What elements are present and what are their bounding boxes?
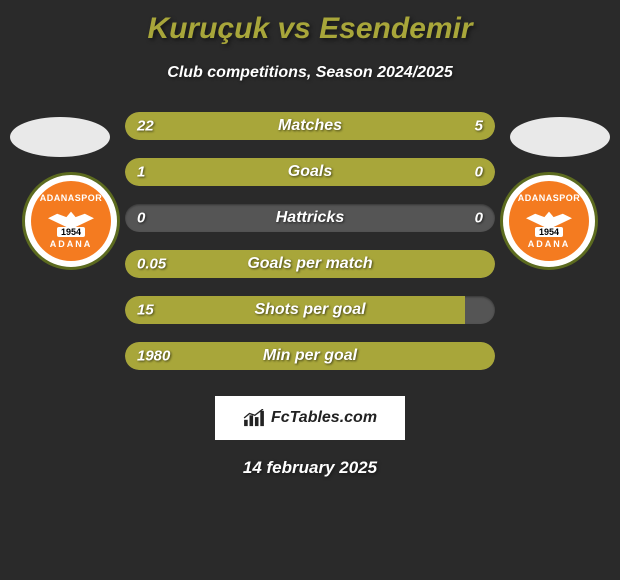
club-bird-icon — [48, 205, 94, 227]
stat-value-left: 0.05 — [137, 256, 166, 273]
page-subtitle: Club competitions, Season 2024/2025 — [0, 64, 620, 82]
stat-value-left: 1 — [137, 164, 145, 181]
stat-bars: 22 Matches 5 1 Goals 0 0 Hattricks 0 0.05 Goals pe… — [125, 112, 495, 370]
stat-row: 15 Shots per goal — [125, 296, 495, 324]
stat-label: Goals — [288, 163, 332, 181]
brand-badge: FcTables.com — [215, 396, 405, 440]
club-name-left: ADANASPOR — [40, 193, 103, 203]
club-bird-icon — [526, 205, 572, 227]
club-city-right: ADANA — [528, 239, 571, 249]
stat-value-right: 5 — [475, 118, 483, 135]
stat-label: Shots per goal — [254, 301, 365, 319]
brand-text: FcTables.com — [271, 409, 377, 427]
stat-label: Min per goal — [263, 347, 357, 365]
club-badge-right-inner: ADANASPOR 1954 ADANA — [509, 181, 589, 261]
stat-label: Goals per match — [247, 255, 372, 273]
stat-row: 0.05 Goals per match — [125, 250, 495, 278]
comparison-panel: ADANASPOR 1954 ADANA ADANASPOR 1954 ADAN… — [0, 112, 620, 370]
player-silhouette-right — [510, 117, 610, 157]
stat-fill-right — [425, 112, 495, 140]
stat-value-left: 0 — [137, 210, 145, 227]
stat-label: Matches — [278, 117, 342, 135]
chart-icon — [243, 409, 265, 427]
club-city-left: ADANA — [50, 239, 93, 249]
club-name-right: ADANASPOR — [518, 193, 581, 203]
snapshot-date: 14 february 2025 — [0, 458, 620, 478]
stat-value-left: 1980 — [137, 348, 170, 365]
stat-value-left: 22 — [137, 118, 154, 135]
club-badge-left: ADANASPOR 1954 ADANA — [22, 172, 120, 270]
page-title: Kuruçuk vs Esendemir — [0, 0, 620, 46]
stat-row: 0 Hattricks 0 — [125, 204, 495, 232]
stat-label: Hattricks — [276, 209, 344, 227]
stat-row: 1980 Min per goal — [125, 342, 495, 370]
stat-value-right: 0 — [475, 210, 483, 227]
club-badge-right: ADANASPOR 1954 ADANA — [500, 172, 598, 270]
stat-fill-left — [125, 112, 425, 140]
club-badge-left-inner: ADANASPOR 1954 ADANA — [31, 181, 111, 261]
club-year-left: 1954 — [57, 227, 85, 237]
club-year-right: 1954 — [535, 227, 563, 237]
stat-value-left: 15 — [137, 302, 154, 319]
stat-value-right: 0 — [475, 164, 483, 181]
player-silhouette-left — [10, 117, 110, 157]
stat-row: 1 Goals 0 — [125, 158, 495, 186]
stat-row: 22 Matches 5 — [125, 112, 495, 140]
